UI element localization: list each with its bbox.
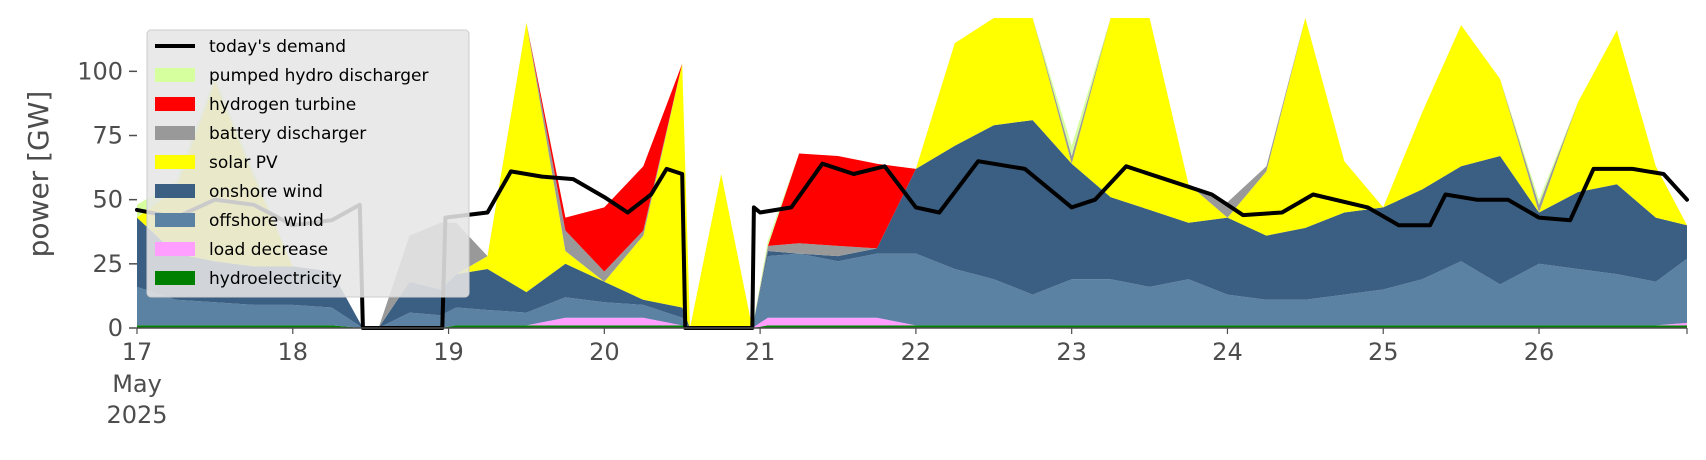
y-tick-label-0: 0 — [108, 314, 123, 342]
y-tick-label-75: 75 — [92, 122, 123, 150]
legend-label-today-s-demand: today's demand — [209, 37, 346, 57]
legend-label-hydrogen-turbine: hydrogen turbine — [209, 95, 356, 115]
legend-swatch-battery-discharger — [155, 126, 195, 140]
legend-label-battery-discharger: battery discharger — [209, 124, 366, 144]
legend-label-solar-pv: solar PV — [209, 153, 278, 173]
x-tick-label-23: 23 — [1056, 338, 1087, 366]
area-offshore-wind — [137, 253, 1687, 328]
x-tick-label-18: 18 — [278, 338, 309, 366]
legend-label-onshore-wind: onshore wind — [209, 182, 323, 202]
x-tick-label-19: 19 — [433, 338, 464, 366]
x-tick-label-21: 21 — [745, 338, 776, 366]
x-tick-label-17: 17 — [122, 338, 153, 366]
y-tick-label-25: 25 — [92, 250, 123, 278]
legend-label-hydroelectricity: hydroelectricity — [209, 269, 342, 289]
y-tick-label-100: 100 — [77, 57, 123, 85]
legend-label-offshore-wind: offshore wind — [209, 211, 324, 231]
legend-swatch-hydrogen-turbine — [155, 97, 195, 111]
legend-swatch-offshore-wind — [155, 213, 195, 227]
y-axis: 0 25 50 75 100 — [77, 57, 137, 342]
area-solar-pv — [137, 18, 1687, 328]
y-axis-label: power [GW] — [22, 91, 55, 258]
legend-label-pumped-hydro-discharger: pumped hydro discharger — [209, 66, 428, 86]
legend-swatch-hydroelectricity — [155, 271, 195, 285]
legend-label-load-decrease: load decrease — [209, 240, 328, 260]
x-axis: 17 May 2025 18 19 20 21 22 23 24 25 26 — [106, 327, 1688, 429]
y-tick-label-50: 50 — [92, 186, 123, 214]
legend-swatch-solar-pv — [155, 155, 195, 169]
x-tick-label-20: 20 — [589, 338, 620, 366]
legend: today's demand pumped hydro discharger hyd… — [146, 29, 470, 298]
x-tick-label-26: 26 — [1524, 338, 1555, 366]
legend-box — [146, 29, 470, 298]
x-tick-label-22: 22 — [901, 338, 932, 366]
x-tick-sublabel-2025: 2025 — [106, 401, 167, 429]
area-hydrogen-turbine — [137, 18, 1687, 328]
x-tick-sublabel-may: May — [112, 370, 162, 398]
legend-swatch-load-decrease — [155, 242, 195, 256]
legend-swatch-onshore-wind — [155, 184, 195, 198]
x-tick-label-24: 24 — [1212, 338, 1243, 366]
area-onshore-wind — [137, 120, 1687, 328]
legend-swatch-pumped-hydro-discharger — [155, 68, 195, 82]
x-tick-label-25: 25 — [1368, 338, 1399, 366]
